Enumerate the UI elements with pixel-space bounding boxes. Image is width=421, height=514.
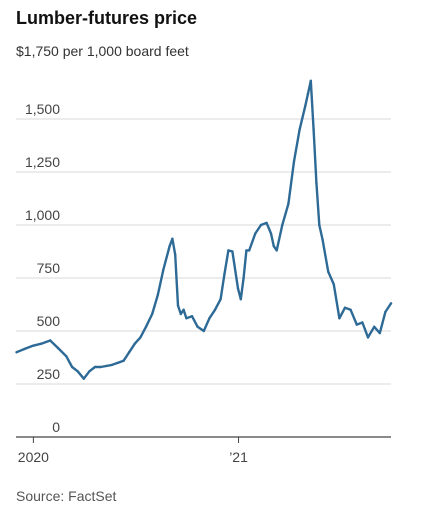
data-point <box>269 232 273 235</box>
data-point <box>151 312 154 316</box>
data-point <box>15 351 18 354</box>
data-point <box>309 79 312 83</box>
data-point <box>389 302 393 305</box>
data-point <box>168 245 171 248</box>
data-point <box>196 325 199 328</box>
data-point <box>93 365 97 369</box>
data-point <box>236 287 240 290</box>
chart-subtitle: $1,750 per 1,000 board feet <box>16 43 189 59</box>
data-point <box>70 365 74 369</box>
data-point <box>312 128 315 131</box>
data-point <box>306 92 310 95</box>
data-point <box>254 232 257 235</box>
data-point <box>208 317 211 320</box>
data-point <box>318 223 321 227</box>
data-point <box>202 329 205 333</box>
data-point <box>176 304 180 307</box>
data-point <box>133 342 136 345</box>
data-point <box>384 310 387 314</box>
data-point <box>185 317 188 320</box>
data-point <box>378 331 381 335</box>
data-point <box>338 317 341 320</box>
data-point <box>82 377 86 380</box>
data-point <box>298 128 301 131</box>
data-point <box>116 361 120 364</box>
data-point <box>349 308 352 311</box>
data-point <box>332 283 335 286</box>
data-point <box>355 323 358 326</box>
data-point <box>366 336 370 339</box>
y-tick-label: 250 <box>37 366 61 382</box>
data-point <box>321 238 324 241</box>
data-point <box>281 223 284 227</box>
data-point <box>315 181 318 184</box>
y-tick-label: 500 <box>37 313 61 329</box>
y-tick-label: 750 <box>37 260 61 276</box>
data-point <box>40 342 43 345</box>
price-line <box>15 79 393 380</box>
data-point <box>182 308 185 311</box>
data-point <box>99 365 102 369</box>
data-point <box>105 364 108 368</box>
data-point <box>110 363 114 367</box>
data-point <box>219 298 222 301</box>
x-tick-label: ’21 <box>229 449 248 465</box>
y-tick-label: 1,000 <box>25 207 60 223</box>
data-point <box>213 308 217 311</box>
source-note: Source: FactSet <box>16 488 117 504</box>
data-point <box>304 105 307 108</box>
data-point <box>156 293 159 297</box>
y-tick-label: 1,250 <box>25 154 60 170</box>
data-point <box>76 370 79 373</box>
data-point <box>231 250 234 253</box>
data-point <box>327 270 330 273</box>
data-point <box>361 321 364 324</box>
data-point <box>88 370 91 373</box>
data-point <box>179 312 182 316</box>
y-tick-label: 0 <box>52 419 60 435</box>
x-tick-label: 2020 <box>18 449 49 465</box>
data-point <box>272 245 275 248</box>
data-point <box>190 315 194 318</box>
data-point <box>144 325 148 328</box>
chart-title: Lumber-futures price <box>16 8 198 28</box>
data-point <box>373 325 376 328</box>
data-point <box>265 221 268 225</box>
data-point <box>56 346 60 350</box>
data-point <box>248 249 251 252</box>
data-point <box>242 276 245 280</box>
data-point <box>174 253 177 256</box>
data-point <box>139 336 142 339</box>
data-point <box>171 237 174 240</box>
data-point <box>65 355 68 358</box>
data-point <box>287 202 290 205</box>
data-point <box>275 249 278 252</box>
data-point <box>259 223 263 227</box>
y-tick-label: 1,500 <box>25 101 60 117</box>
data-point <box>23 347 26 351</box>
data-point <box>128 351 131 354</box>
data-point <box>49 339 52 342</box>
data-point <box>239 298 242 301</box>
data-point <box>223 272 226 275</box>
data-point <box>162 268 165 271</box>
data-point <box>245 249 248 252</box>
data-point <box>227 249 230 252</box>
data-point <box>343 306 347 309</box>
data-point <box>292 160 296 163</box>
data-point <box>31 344 34 347</box>
data-point <box>122 359 125 362</box>
